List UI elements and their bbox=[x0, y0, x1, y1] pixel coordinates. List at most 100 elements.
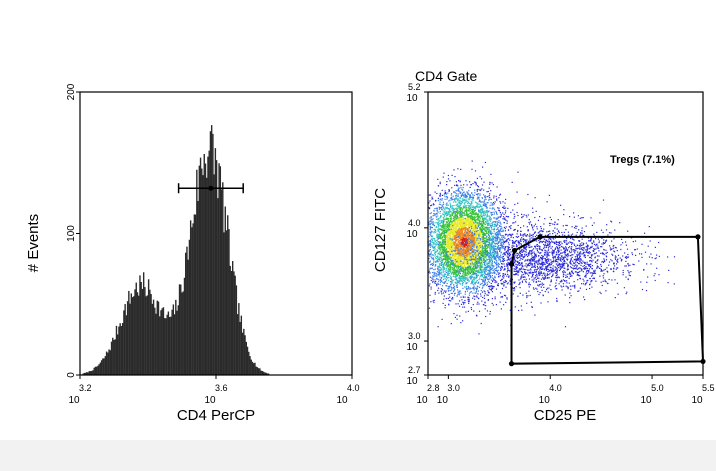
scatter-point bbox=[470, 244, 472, 246]
scatter-point bbox=[443, 234, 445, 236]
scatter-point bbox=[459, 216, 461, 218]
scatter-point bbox=[475, 228, 477, 230]
scatter-point bbox=[488, 241, 490, 243]
scatter-point bbox=[442, 206, 444, 208]
scatter-point bbox=[442, 220, 444, 222]
scatter-point bbox=[489, 310, 491, 313]
scatter-point bbox=[467, 297, 469, 299]
scatter-point bbox=[454, 258, 456, 260]
scatter-point bbox=[471, 243, 473, 245]
scatter-point bbox=[442, 230, 444, 232]
scatter-point bbox=[489, 250, 491, 252]
scatter-point bbox=[507, 256, 510, 259]
scatter-point bbox=[465, 272, 467, 274]
scatter-point bbox=[483, 204, 485, 206]
scatter-point bbox=[463, 224, 465, 226]
scatter-point bbox=[455, 226, 457, 228]
scatter-point bbox=[470, 216, 472, 218]
scatter-point bbox=[498, 248, 500, 250]
scatter-point bbox=[475, 234, 477, 236]
scatter-point bbox=[458, 217, 460, 219]
scatter-point bbox=[431, 230, 433, 232]
scatter-point bbox=[442, 264, 445, 266]
scatter-point bbox=[486, 310, 489, 312]
scatter-point bbox=[438, 252, 440, 254]
scatter-point bbox=[456, 230, 458, 232]
scatter-point bbox=[495, 246, 497, 248]
scatter-point bbox=[490, 267, 492, 269]
scatter-point bbox=[475, 249, 477, 251]
scatter-point bbox=[472, 183, 474, 185]
scatter-point bbox=[488, 272, 490, 275]
scatter-point bbox=[496, 212, 498, 215]
scatter-point bbox=[479, 242, 481, 244]
scatter-point bbox=[464, 226, 466, 228]
scatter-point bbox=[429, 194, 432, 196]
scatter-point bbox=[439, 195, 441, 197]
scatter-point bbox=[483, 218, 485, 220]
scatter-point bbox=[451, 256, 453, 258]
scatter-point bbox=[475, 280, 477, 282]
scatter-point bbox=[477, 260, 479, 263]
scatter-point bbox=[439, 244, 441, 246]
scatter-point bbox=[439, 236, 441, 238]
scatter-point bbox=[480, 270, 483, 272]
scatter-point bbox=[492, 277, 494, 279]
scatter-point bbox=[461, 267, 463, 269]
scatter-point bbox=[442, 266, 444, 268]
scatter-point bbox=[470, 247, 472, 249]
scatter-point bbox=[467, 223, 469, 225]
scatter-point bbox=[429, 242, 432, 244]
scatter-point bbox=[448, 243, 450, 245]
scatter-point bbox=[430, 251, 432, 253]
scatter-point bbox=[446, 181, 448, 183]
scatter-point bbox=[434, 252, 436, 254]
scatter-point bbox=[489, 238, 491, 240]
scatter-point bbox=[502, 229, 504, 231]
scatter-point bbox=[478, 272, 480, 274]
scatter-point bbox=[448, 263, 450, 265]
scatter-point bbox=[441, 251, 443, 253]
scatter-point bbox=[468, 300, 470, 302]
scatter-point bbox=[451, 229, 453, 231]
scatter-point bbox=[449, 248, 451, 250]
scatter-point bbox=[448, 274, 450, 276]
scatter-point bbox=[452, 275, 454, 278]
scatter-point bbox=[438, 242, 440, 245]
scatter-point bbox=[462, 260, 464, 262]
scatter-point bbox=[491, 228, 493, 230]
scatter-point bbox=[451, 208, 453, 210]
scatter-point bbox=[470, 235, 472, 237]
scatter-point bbox=[493, 229, 495, 231]
scatter-point bbox=[472, 256, 475, 258]
scatter-point bbox=[470, 232, 472, 234]
scatter-point bbox=[480, 238, 482, 240]
scatter-point bbox=[469, 256, 471, 258]
scatter-point bbox=[450, 227, 452, 229]
scatter-point bbox=[455, 273, 457, 275]
scatter-point bbox=[488, 286, 491, 288]
scatter-point bbox=[443, 246, 445, 248]
scatter-point bbox=[440, 267, 442, 269]
scatter-point bbox=[429, 261, 431, 263]
scatter-point bbox=[455, 267, 458, 269]
scatter-point bbox=[447, 204, 449, 206]
scatter-point bbox=[471, 160, 473, 162]
scatter-point bbox=[452, 252, 455, 254]
scatter-point bbox=[466, 244, 468, 246]
scatter-point bbox=[444, 239, 446, 241]
scatter-point bbox=[432, 231, 434, 233]
scatter-point bbox=[444, 251, 446, 253]
scatter-point bbox=[497, 283, 499, 285]
scatter-point bbox=[464, 266, 466, 268]
scatter-point bbox=[452, 218, 454, 220]
scatter-point bbox=[465, 201, 467, 203]
scatter-point bbox=[457, 185, 459, 187]
scatter-point bbox=[458, 233, 460, 235]
scatter-point bbox=[492, 247, 494, 250]
scatter-point bbox=[475, 224, 477, 226]
scatter-point bbox=[484, 267, 486, 269]
scatter-point bbox=[487, 290, 489, 292]
scatter-point bbox=[484, 197, 486, 199]
scatter-point bbox=[477, 206, 479, 208]
